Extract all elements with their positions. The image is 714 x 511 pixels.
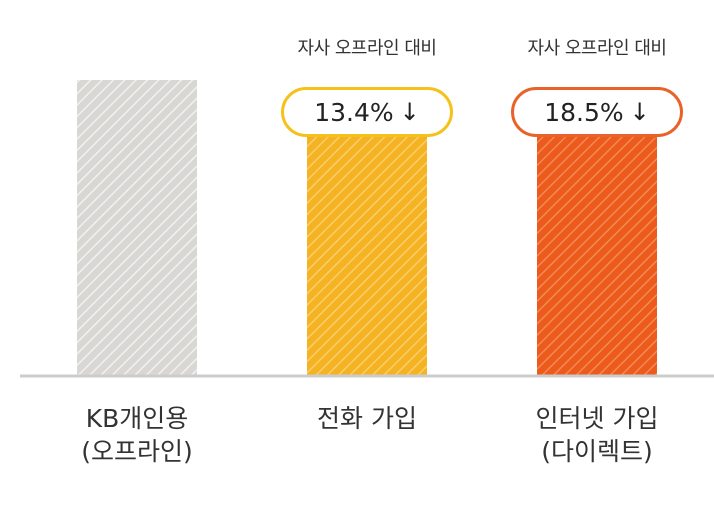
reduction-badge-internet: 18.5% ↓	[511, 87, 683, 137]
reduction-value-phone: 13.4%	[314, 97, 394, 127]
category-label-internet: 인터넷 가입 (다이렉트)	[535, 404, 659, 466]
down-arrow-icon: ↓	[629, 98, 650, 126]
down-arrow-icon: ↓	[399, 98, 420, 126]
reduction-value-internet: 18.5%	[544, 97, 624, 127]
reduction-badge-phone: 13.4% ↓	[281, 87, 453, 137]
category-label-offline: KB개인용 (오프라인)	[81, 404, 193, 466]
comparison-label-phone: 자사 오프라인 대비	[297, 38, 437, 59]
comparison-label-internet: 자사 오프라인 대비	[527, 38, 667, 59]
bar-internet	[537, 134, 657, 376]
bar-offline	[77, 80, 197, 376]
bar-phone	[307, 119, 427, 376]
category-label-phone: 전화 가입	[317, 404, 417, 433]
